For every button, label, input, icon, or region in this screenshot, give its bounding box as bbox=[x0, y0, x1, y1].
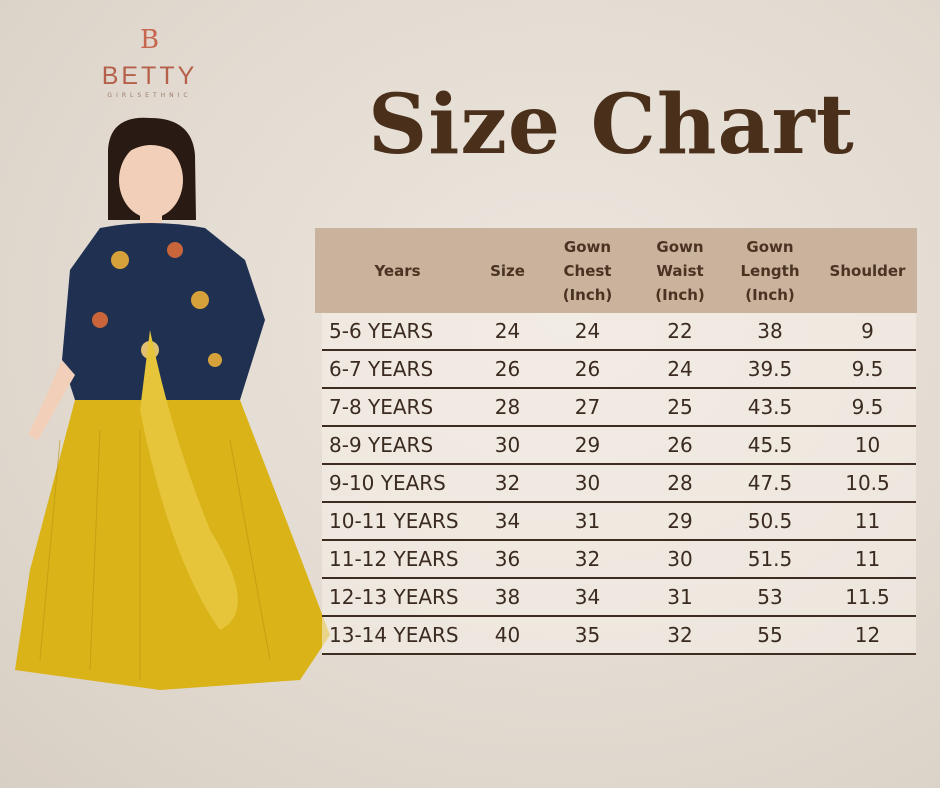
cell-gown-length: 51.5 bbox=[747, 547, 793, 571]
page-title: Size Chart bbox=[368, 77, 855, 173]
cell-years: 7-8 YEARS bbox=[329, 395, 434, 419]
cell-size: 32 bbox=[494, 471, 521, 495]
cell-size: 36 bbox=[494, 547, 521, 571]
cell-size: 34 bbox=[494, 509, 521, 533]
table-row: 10-11 YEARS 34 31 29 50.5 11 bbox=[322, 503, 916, 541]
header-text: Size bbox=[490, 261, 525, 280]
table-row: 11-12 YEARS 36 32 30 51.5 11 bbox=[322, 541, 916, 579]
cell-gown-chest: 31 bbox=[574, 509, 601, 533]
cell-gown-chest: 24 bbox=[574, 319, 601, 343]
cell-gown-chest: 27 bbox=[574, 395, 601, 419]
cell-size: 24 bbox=[494, 319, 521, 343]
cell-size: 26 bbox=[494, 357, 521, 381]
cell-shoulder: 9.5 bbox=[851, 395, 884, 419]
cell-gown-waist: 31 bbox=[667, 585, 693, 609]
cell-gown-length: 50.5 bbox=[747, 509, 793, 533]
brand-mark: B bbox=[139, 25, 160, 55]
cell-shoulder: 11.5 bbox=[845, 585, 890, 609]
header-text: (Inch) bbox=[745, 285, 795, 304]
cell-years: 11-12 YEARS bbox=[329, 547, 459, 571]
cell-years: 13-14 YEARS bbox=[329, 623, 459, 647]
cell-gown-waist: 26 bbox=[667, 433, 693, 457]
header-text: Waist bbox=[656, 261, 704, 280]
header-text: (Inch) bbox=[562, 285, 613, 304]
cell-gown-waist: 29 bbox=[667, 509, 693, 533]
table-row: 12-13 YEARS 38 34 31 53 11.5 bbox=[322, 579, 916, 617]
model-photo bbox=[15, 117, 330, 690]
brand-tagline: GIRLSETHNIC bbox=[107, 92, 192, 99]
cell-size: 38 bbox=[494, 585, 521, 609]
table-row: 13-14 YEARS 40 35 32 55 12 bbox=[322, 617, 916, 655]
cell-shoulder: 10 bbox=[854, 433, 881, 457]
table-row: 7-8 YEARS 28 27 25 43.5 9.5 bbox=[322, 389, 916, 427]
header-text: Years bbox=[374, 261, 421, 280]
cell-gown-chest: 34 bbox=[574, 585, 601, 609]
cell-gown-waist: 28 bbox=[667, 471, 693, 495]
header-text: (Inch) bbox=[655, 285, 705, 304]
header-gown-waist: Gown Waist (Inch) bbox=[640, 235, 720, 307]
cell-years: 9-10 YEARS bbox=[329, 471, 446, 495]
cell-gown-waist: 30 bbox=[667, 547, 693, 571]
header-text: Gown bbox=[656, 237, 704, 256]
cell-gown-length: 45.5 bbox=[747, 433, 793, 457]
cell-gown-length: 43.5 bbox=[747, 395, 793, 419]
cell-gown-length: 55 bbox=[757, 623, 783, 647]
table-header: Years Size Gown Chest (Inch) Gown Waist … bbox=[315, 228, 917, 313]
brand-name: BETTY bbox=[101, 62, 198, 90]
cell-shoulder: 11 bbox=[854, 547, 881, 571]
cell-gown-length: 47.5 bbox=[747, 471, 793, 495]
size-chart-table: Years Size Gown Chest (Inch) Gown Waist … bbox=[315, 228, 917, 655]
cell-years: 12-13 YEARS bbox=[329, 585, 459, 609]
table-row: 5-6 YEARS 24 24 22 38 9 bbox=[322, 313, 916, 351]
table-row: 9-10 YEARS 32 30 28 47.5 10.5 bbox=[322, 465, 916, 503]
header-text: Length bbox=[740, 261, 800, 280]
cell-gown-chest: 26 bbox=[574, 357, 601, 381]
cell-size: 28 bbox=[494, 395, 521, 419]
header-text: Chest bbox=[563, 261, 612, 280]
cell-shoulder: 9.5 bbox=[851, 357, 884, 381]
cell-years: 8-9 YEARS bbox=[329, 433, 434, 457]
cell-years: 5-6 YEARS bbox=[329, 319, 434, 343]
cell-gown-length: 39.5 bbox=[747, 357, 793, 381]
header-text: Gown bbox=[563, 237, 612, 256]
header-years: Years bbox=[315, 259, 480, 283]
cell-size: 30 bbox=[494, 433, 521, 457]
cell-shoulder: 9 bbox=[861, 319, 874, 343]
header-gown-chest: Gown Chest (Inch) bbox=[535, 235, 640, 307]
header-gown-length: Gown Length (Inch) bbox=[720, 235, 820, 307]
cell-gown-chest: 30 bbox=[574, 471, 601, 495]
cell-gown-waist: 25 bbox=[667, 395, 693, 419]
cell-gown-length: 38 bbox=[757, 319, 783, 343]
cell-gown-waist: 24 bbox=[667, 357, 693, 381]
cell-shoulder: 11 bbox=[854, 509, 881, 533]
table-row: 6-7 YEARS 26 26 24 39.5 9.5 bbox=[322, 351, 916, 389]
cell-gown-chest: 29 bbox=[574, 433, 601, 457]
brand-logo: B BETTY GIRLSETHNIC bbox=[92, 26, 207, 99]
cell-gown-chest: 32 bbox=[574, 547, 601, 571]
cell-gown-waist: 32 bbox=[667, 623, 693, 647]
header-text: Gown bbox=[746, 237, 794, 256]
cell-shoulder: 10.5 bbox=[845, 471, 890, 495]
cell-gown-chest: 35 bbox=[574, 623, 601, 647]
table-row: 8-9 YEARS 30 29 26 45.5 10 bbox=[322, 427, 916, 465]
header-text: Shoulder bbox=[829, 261, 906, 280]
cell-gown-length: 53 bbox=[757, 585, 783, 609]
table-body: 5-6 YEARS 24 24 22 38 9 6-7 YEARS 26 26 24 39.5 9.5… bbox=[322, 313, 916, 655]
cell-gown-waist: 22 bbox=[667, 319, 693, 343]
cell-years: 10-11 YEARS bbox=[329, 509, 459, 533]
cell-shoulder: 12 bbox=[854, 623, 881, 647]
cell-size: 40 bbox=[494, 623, 521, 647]
cell-years: 6-7 YEARS bbox=[329, 357, 434, 381]
header-shoulder: Shoulder bbox=[820, 259, 915, 283]
header-size: Size bbox=[480, 259, 535, 283]
